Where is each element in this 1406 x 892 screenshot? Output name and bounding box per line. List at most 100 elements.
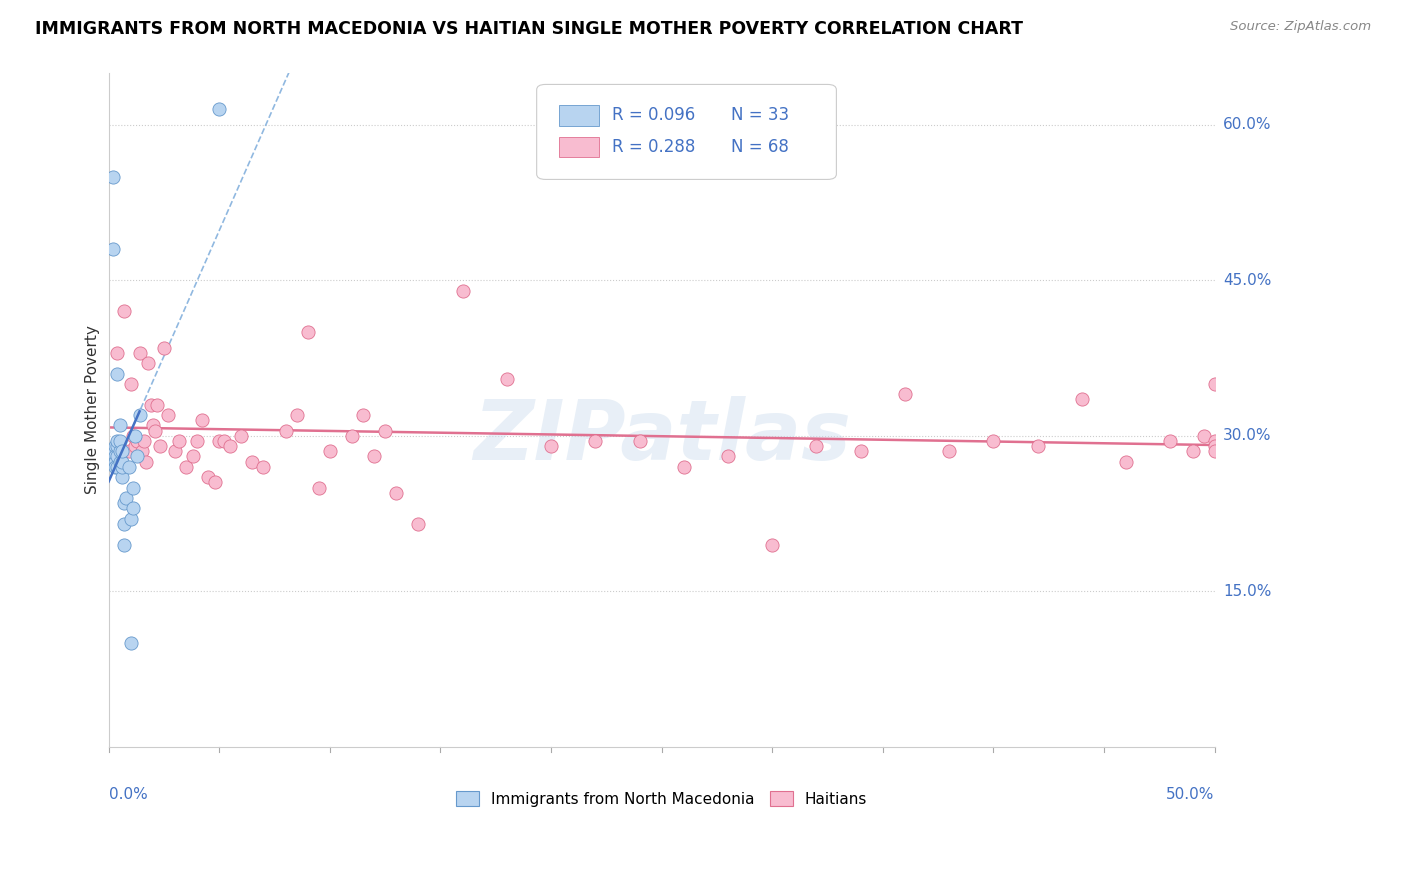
Point xyxy=(717,450,740,464)
Point xyxy=(107,439,129,453)
Text: 15.0%: 15.0% xyxy=(1223,583,1271,599)
Point xyxy=(148,439,170,453)
Point xyxy=(190,413,212,427)
Point xyxy=(112,304,135,318)
Point xyxy=(122,481,145,495)
Point xyxy=(128,346,150,360)
Point xyxy=(1181,444,1204,458)
Point xyxy=(352,408,374,422)
Point xyxy=(112,496,135,510)
Point xyxy=(1204,376,1226,391)
Point xyxy=(100,444,122,458)
Point xyxy=(761,537,783,551)
Point xyxy=(849,444,872,458)
Text: 60.0%: 60.0% xyxy=(1223,118,1271,132)
Point xyxy=(143,424,166,438)
Point xyxy=(163,444,186,458)
Point xyxy=(212,434,235,448)
Point xyxy=(174,459,197,474)
Point xyxy=(408,516,430,531)
Point xyxy=(583,434,606,448)
Point xyxy=(319,444,342,458)
Point xyxy=(111,459,134,474)
Text: 45.0%: 45.0% xyxy=(1223,273,1271,288)
Point xyxy=(127,450,149,464)
Text: 30.0%: 30.0% xyxy=(1223,428,1271,443)
Point xyxy=(197,470,219,484)
Text: ZIPatlas: ZIPatlas xyxy=(472,396,851,477)
Point xyxy=(120,376,142,391)
Point xyxy=(181,450,204,464)
Point xyxy=(135,455,157,469)
Point xyxy=(495,372,517,386)
Point xyxy=(101,242,124,256)
Point xyxy=(111,470,134,484)
Point xyxy=(122,501,145,516)
Point xyxy=(112,537,135,551)
Point xyxy=(108,434,131,448)
Point xyxy=(340,428,363,442)
Point xyxy=(894,387,917,401)
Point xyxy=(186,434,208,448)
Point xyxy=(169,434,191,448)
Text: R = 0.096: R = 0.096 xyxy=(612,106,695,124)
Point xyxy=(157,408,180,422)
Text: N = 33: N = 33 xyxy=(731,106,789,124)
Text: R = 0.288: R = 0.288 xyxy=(612,138,695,156)
Point xyxy=(628,434,651,448)
Point xyxy=(108,455,131,469)
Point xyxy=(128,408,150,422)
Point xyxy=(104,455,127,469)
Point xyxy=(139,398,162,412)
Point xyxy=(153,341,176,355)
Point xyxy=(107,434,129,448)
Text: IMMIGRANTS FROM NORTH MACEDONIA VS HAITIAN SINGLE MOTHER POVERTY CORRELATION CHA: IMMIGRANTS FROM NORTH MACEDONIA VS HAITI… xyxy=(35,20,1024,37)
Point xyxy=(231,428,253,442)
Point xyxy=(208,102,231,116)
Point xyxy=(111,455,134,469)
Text: N = 68: N = 68 xyxy=(731,138,789,156)
Point xyxy=(540,439,562,453)
Point xyxy=(131,444,153,458)
Point xyxy=(308,481,330,495)
Point xyxy=(1204,439,1226,453)
FancyBboxPatch shape xyxy=(537,85,837,179)
Point xyxy=(208,434,231,448)
Point xyxy=(1192,428,1215,442)
Point xyxy=(242,455,264,469)
Point xyxy=(107,367,129,381)
Point xyxy=(107,459,129,474)
Legend: Immigrants from North Macedonia, Haitians: Immigrants from North Macedonia, Haitian… xyxy=(450,785,873,814)
Point xyxy=(374,424,396,438)
Point xyxy=(120,511,142,525)
Point xyxy=(1026,439,1049,453)
Point xyxy=(146,398,169,412)
Point xyxy=(297,325,319,339)
Point xyxy=(111,459,134,474)
Point xyxy=(983,434,1005,448)
Point xyxy=(104,459,127,474)
Point xyxy=(127,434,149,448)
Point xyxy=(104,439,127,453)
Point xyxy=(672,459,695,474)
FancyBboxPatch shape xyxy=(558,137,599,157)
Point xyxy=(1204,444,1226,458)
FancyBboxPatch shape xyxy=(558,105,599,126)
Point xyxy=(274,424,297,438)
Point xyxy=(1071,392,1094,407)
Text: Source: ZipAtlas.com: Source: ZipAtlas.com xyxy=(1230,20,1371,33)
Text: 50.0%: 50.0% xyxy=(1167,787,1215,802)
Point xyxy=(117,444,139,458)
Point xyxy=(363,450,385,464)
Point xyxy=(138,356,160,370)
Point xyxy=(1204,434,1226,448)
Point xyxy=(107,346,129,360)
Point xyxy=(938,444,960,458)
Point xyxy=(285,408,308,422)
Point xyxy=(115,491,138,505)
Point xyxy=(108,444,131,458)
Point xyxy=(451,284,474,298)
Point xyxy=(111,444,134,458)
Point xyxy=(108,418,131,433)
Point xyxy=(252,459,274,474)
